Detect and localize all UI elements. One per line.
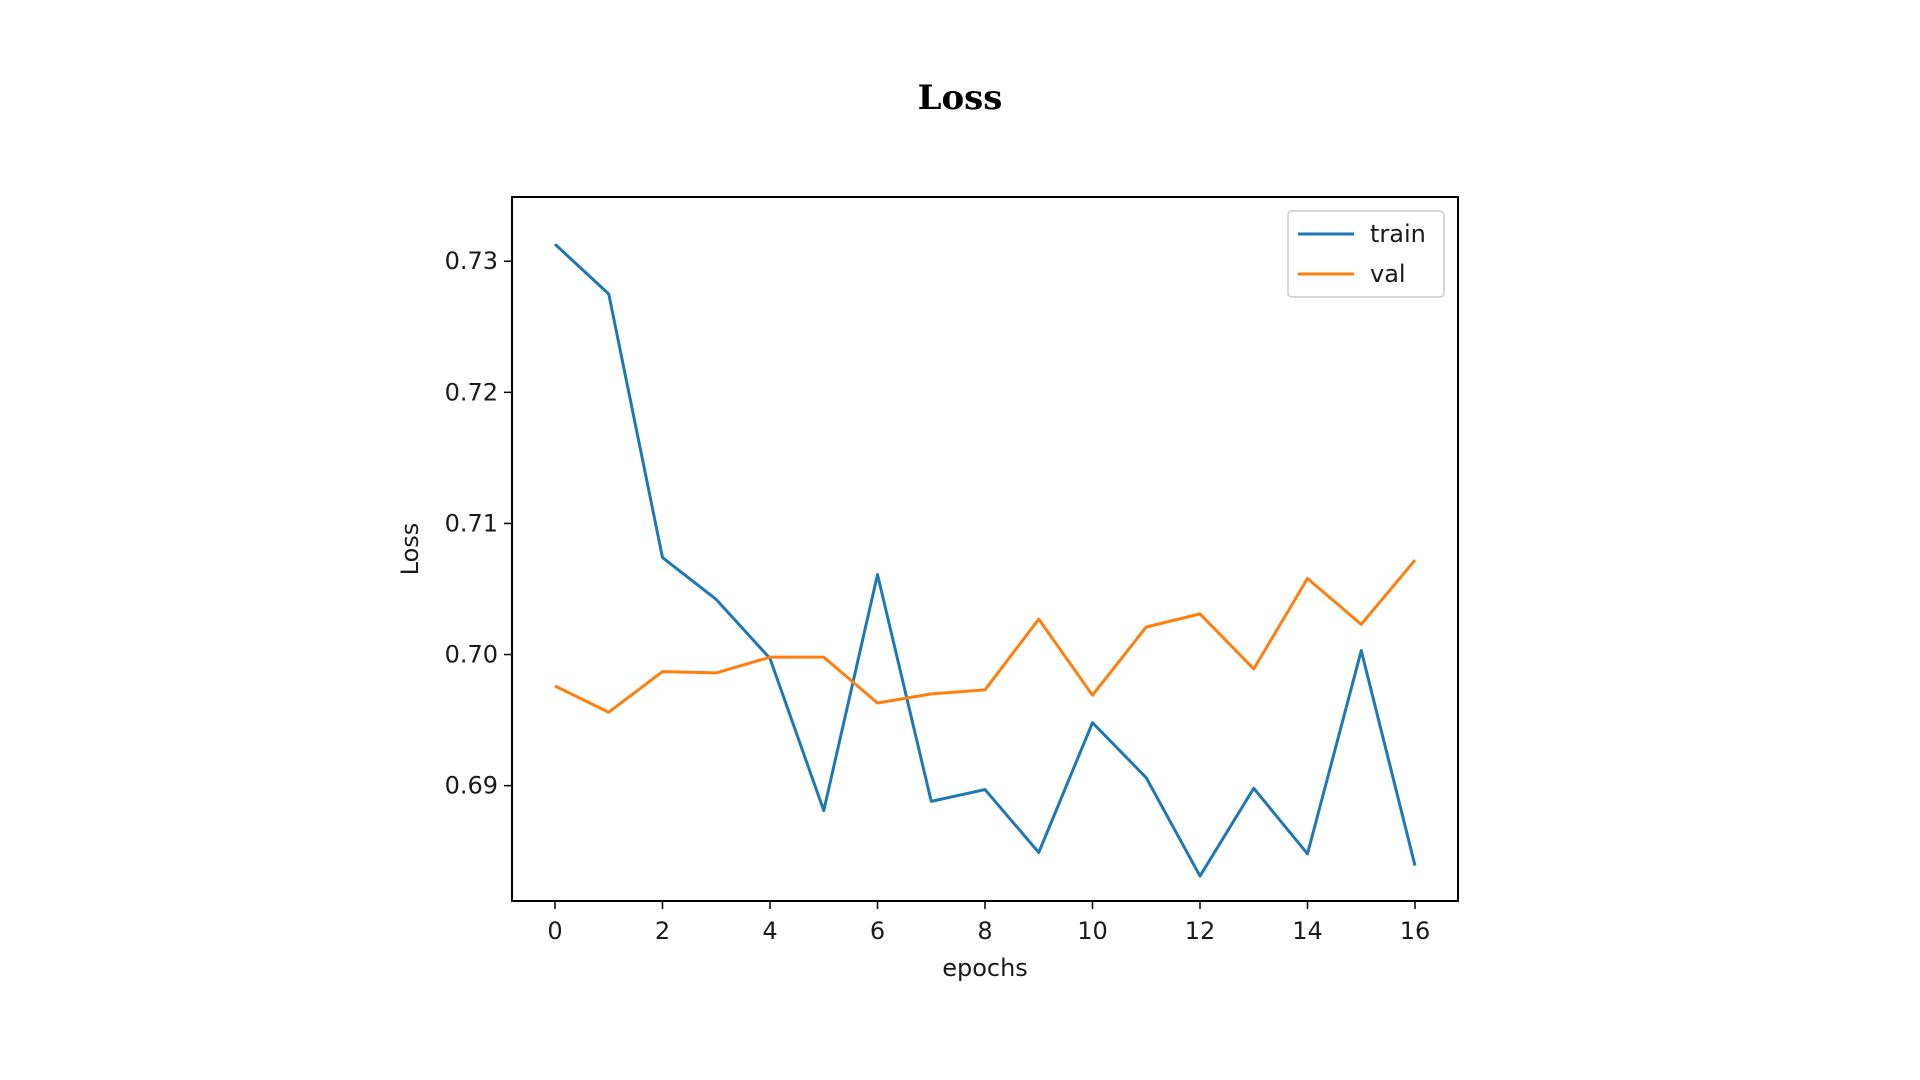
x-tick-label: 14	[1292, 917, 1323, 945]
x-axis-ticks: 0 2 4 6 8 10 12 14 16	[547, 901, 1430, 945]
x-axis-label: epochs	[942, 954, 1028, 982]
x-tick-label: 12	[1185, 917, 1216, 945]
y-tick-label: 0.70	[445, 641, 498, 669]
y-tick-label: 0.72	[445, 378, 498, 406]
plot-lines	[553, 243, 1417, 878]
series-line-val	[554, 559, 1417, 714]
x-tick-label: 8	[977, 917, 992, 945]
x-tick-label: 16	[1400, 917, 1431, 945]
x-tick-label: 2	[655, 917, 670, 945]
plot-frame	[511, 196, 1459, 902]
x-tick-label: 6	[870, 917, 885, 945]
y-tick-label: 0.73	[445, 247, 498, 275]
x-tick-label: 4	[762, 917, 777, 945]
y-axis-ticks: 0.69 0.70 0.71 0.72 0.73	[445, 247, 512, 800]
page-title: Loss	[917, 78, 1003, 118]
legend: train val	[1287, 210, 1445, 298]
legend-label-val: val	[1370, 260, 1406, 288]
x-tick-label: 0	[547, 917, 562, 945]
legend-label-train: train	[1370, 220, 1426, 248]
series-line-train	[553, 243, 1417, 878]
y-tick-label: 0.71	[445, 509, 498, 537]
x-tick-label: 10	[1077, 917, 1108, 945]
y-tick-label: 0.69	[445, 772, 498, 800]
y-axis-label: Loss	[396, 523, 424, 576]
